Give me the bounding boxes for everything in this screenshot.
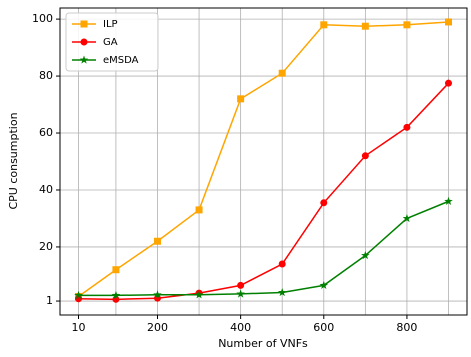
- plot-frame: [59, 7, 468, 316]
- series-line: [78, 200, 449, 297]
- series-line: [78, 82, 450, 301]
- marker: [153, 237, 161, 245]
- marker: [237, 95, 245, 103]
- marker: [361, 250, 370, 260]
- y-tick-label: 60: [39, 126, 53, 139]
- marker: [320, 199, 328, 207]
- marker: [153, 290, 162, 299]
- x-tick-label: 600: [313, 321, 334, 334]
- marker: [237, 281, 245, 289]
- marker: [111, 290, 121, 299]
- x-tick-label: 800: [396, 321, 417, 334]
- marker: [80, 38, 88, 46]
- marker: [74, 290, 83, 299]
- marker: [277, 288, 287, 297]
- marker: [444, 196, 453, 206]
- y-tick-label: 100: [32, 12, 53, 25]
- marker: [195, 206, 203, 214]
- marker: [194, 290, 204, 299]
- marker: [402, 213, 412, 223]
- y-tick-label: 20: [39, 240, 53, 253]
- marker: [80, 20, 88, 28]
- marker: [361, 22, 369, 30]
- x-tick-label: 400: [230, 321, 251, 334]
- legend-label: eMSDA: [103, 55, 139, 66]
- marker: [361, 152, 369, 160]
- marker: [278, 260, 286, 268]
- y-axis-label: CPU consumption: [7, 112, 20, 209]
- marker: [445, 18, 452, 26]
- legend-label: GA: [103, 37, 118, 48]
- x-tick-label: 10: [72, 321, 86, 334]
- marker: [403, 21, 411, 29]
- x-tick-label: 200: [147, 321, 168, 334]
- legend-label: ILP: [103, 19, 118, 30]
- marker: [445, 79, 452, 87]
- marker: [236, 289, 245, 298]
- marker: [320, 21, 328, 29]
- y-tick-label: 80: [39, 69, 53, 82]
- x-axis-label: Number of VNFs: [218, 337, 308, 350]
- legend-box: [65, 12, 159, 72]
- series-line: [78, 21, 449, 298]
- marker: [319, 280, 329, 290]
- y-tick-label: 1: [46, 294, 53, 307]
- marker: [79, 55, 89, 64]
- marker: [278, 69, 286, 77]
- marker: [403, 123, 411, 131]
- y-tick-label: 40: [39, 183, 53, 196]
- marker: [112, 266, 120, 274]
